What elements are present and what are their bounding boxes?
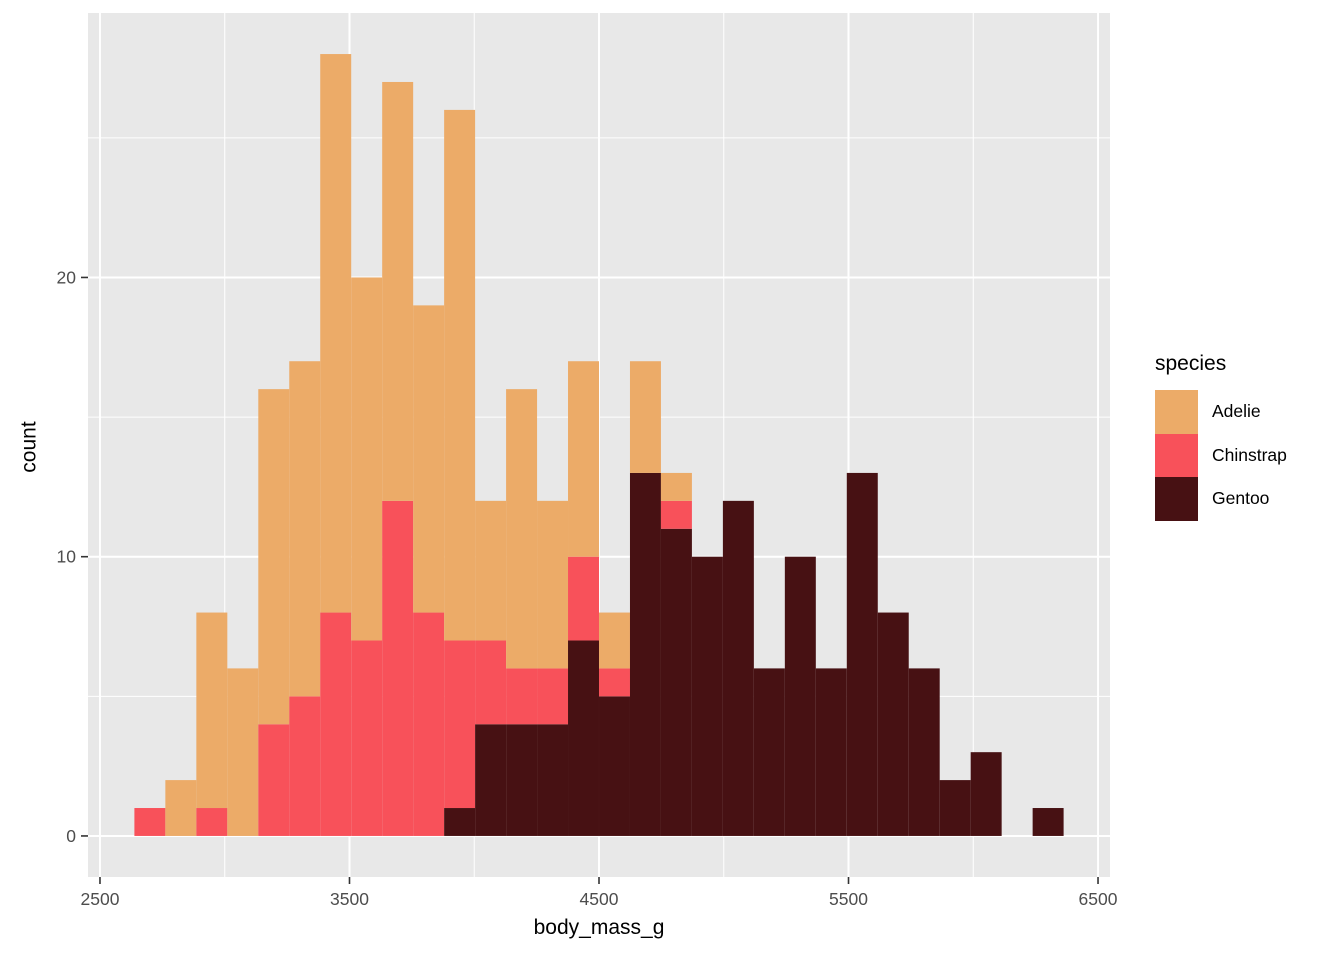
bar-segment-chinstrap: [134, 808, 166, 836]
legend-item-chinstrap: Chinstrap: [1155, 433, 1340, 477]
bar-segment-gentoo: [475, 724, 507, 836]
bar-segment-chinstrap: [258, 724, 290, 836]
bar-segment-adelie: [227, 668, 259, 836]
bar-segment-adelie: [382, 81, 414, 501]
bar-segment-chinstrap: [196, 808, 228, 836]
chinstrap-color-swatch: [1155, 433, 1198, 477]
bar-segment-gentoo: [970, 752, 1002, 836]
bar-segment-chinstrap: [537, 668, 569, 725]
bar-segment-adelie: [599, 612, 630, 669]
legend-label-gentoo: Gentoo: [1212, 488, 1270, 509]
x-axis-title: body_mass_g: [533, 916, 665, 939]
legend-label-chinstrap: Chinstrap: [1212, 444, 1287, 465]
x-tick-label: 2500: [81, 889, 120, 909]
bar-segment-adelie: [413, 305, 445, 613]
bar-segment-adelie: [444, 109, 476, 641]
bar-segment-gentoo: [877, 612, 909, 836]
bar-segment-chinstrap: [475, 640, 507, 725]
bar-segment-gentoo: [1032, 808, 1064, 836]
bar-segment-gentoo: [506, 724, 538, 836]
bar-segment-gentoo: [599, 696, 630, 836]
bar-segment-chinstrap: [351, 640, 383, 836]
bar-segment-adelie: [568, 361, 599, 557]
bar-segment-adelie: [629, 361, 661, 473]
x-tick-label: 3500: [330, 889, 369, 909]
bar-segment-adelie: [165, 780, 197, 836]
bar-segment-gentoo: [846, 472, 878, 836]
legend-item-gentoo: Gentoo: [1155, 477, 1340, 521]
bar-segment-chinstrap: [660, 500, 692, 529]
bar-segment-adelie: [258, 389, 290, 725]
legend-label-adelie: Adelie: [1212, 401, 1261, 422]
bar-segment-chinstrap: [413, 612, 445, 836]
y-tick-label: 20: [57, 267, 77, 287]
bar-segment-gentoo: [784, 556, 816, 836]
bar-segment-chinstrap: [568, 556, 599, 641]
bar-segment-gentoo: [722, 500, 754, 836]
legend-item-adelie: Adelie: [1155, 390, 1340, 434]
bar-segment-chinstrap: [444, 640, 476, 809]
y-tick-label: 10: [57, 547, 77, 567]
bar-segment-adelie: [660, 472, 692, 501]
bar-segment-chinstrap: [506, 668, 538, 725]
y-tick-label: 0: [66, 826, 76, 846]
bar-segment-gentoo: [939, 780, 971, 836]
bar-segment-gentoo: [629, 472, 661, 836]
adelie-color-swatch: [1155, 390, 1198, 434]
bar-segment-gentoo: [537, 724, 569, 836]
x-tick-label: 5500: [829, 889, 868, 909]
bar-segment-gentoo: [908, 668, 940, 836]
bar-segment-chinstrap: [382, 500, 414, 836]
bar-segment-adelie: [320, 54, 352, 613]
bar-segment-gentoo: [660, 528, 692, 836]
legend: species Adelie Chinstrap Gentoo: [1155, 352, 1340, 521]
legend-title: species: [1155, 352, 1227, 375]
bar-segment-adelie: [289, 361, 321, 697]
bar-segment-adelie: [351, 277, 383, 641]
bar-segment-adelie: [196, 612, 228, 809]
bar-segment-chinstrap: [320, 612, 352, 836]
bar-segment-chinstrap: [289, 696, 321, 836]
bar-segment-adelie: [506, 389, 538, 669]
x-tick-label: 4500: [580, 889, 619, 909]
bar-segment-chinstrap: [599, 668, 630, 697]
gentoo-color-swatch: [1155, 477, 1198, 521]
bar-segment-gentoo: [444, 808, 476, 836]
bar-segment-gentoo: [815, 668, 847, 836]
bar-segment-gentoo: [753, 668, 785, 836]
bar-segment-gentoo: [691, 556, 723, 836]
bar-segment-gentoo: [568, 640, 599, 836]
bar-segment-adelie: [475, 500, 507, 641]
bar-segment-adelie: [537, 500, 569, 669]
y-axis-title: count: [17, 421, 41, 473]
x-tick-label: 6500: [1079, 889, 1118, 909]
